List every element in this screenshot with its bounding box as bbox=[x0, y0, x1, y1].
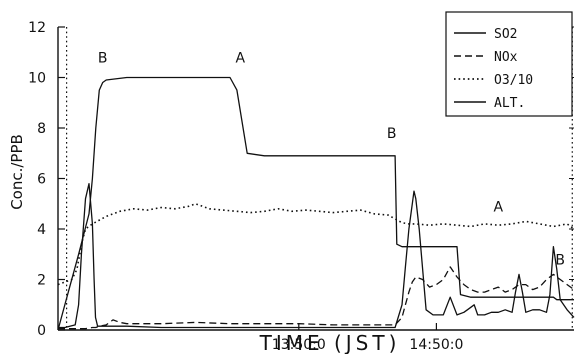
axis-ticks: 0 2 4 6 8 10 12 13:50:0 14:50:0 bbox=[28, 20, 574, 353]
legend-entry: NOx bbox=[494, 50, 518, 65]
y-tick-label: 2 bbox=[37, 273, 46, 289]
y-tick-label: 6 bbox=[37, 172, 46, 188]
series-line-nox bbox=[58, 266, 575, 330]
annotations: B A B A B bbox=[98, 50, 565, 268]
y-tick-label: 10 bbox=[28, 71, 46, 87]
y-axis-title: Conc./PPB bbox=[8, 134, 26, 210]
y-tick-label: 4 bbox=[37, 222, 46, 238]
annotation-label: B bbox=[98, 50, 108, 66]
series-line-alt bbox=[57, 76, 574, 331]
series-line-so2 bbox=[58, 182, 575, 329]
annotation-label: A bbox=[236, 50, 246, 66]
y-tick-label: 0 bbox=[37, 323, 46, 339]
series-line-o3-10 bbox=[57, 203, 575, 286]
legend: SO2 NOx O3/10 ALT. bbox=[445, 11, 573, 117]
annotation-label: B bbox=[387, 126, 397, 142]
legend-entry: SO2 bbox=[494, 27, 517, 42]
annotation-label: A bbox=[494, 199, 504, 215]
annotation-label: B bbox=[555, 252, 565, 268]
legend-entry: ALT. bbox=[494, 96, 525, 111]
y-tick-label: 12 bbox=[28, 20, 46, 36]
series-lines bbox=[57, 76, 575, 331]
y-tick-label: 8 bbox=[37, 121, 46, 137]
legend-entry: O3/10 bbox=[494, 73, 533, 88]
legend-box bbox=[445, 11, 573, 117]
x-tick-label: 14:50:0 bbox=[409, 337, 463, 353]
x-axis-title: TIME (JST) bbox=[259, 331, 401, 354]
x-tick-label: 13:50:0 bbox=[272, 337, 326, 353]
